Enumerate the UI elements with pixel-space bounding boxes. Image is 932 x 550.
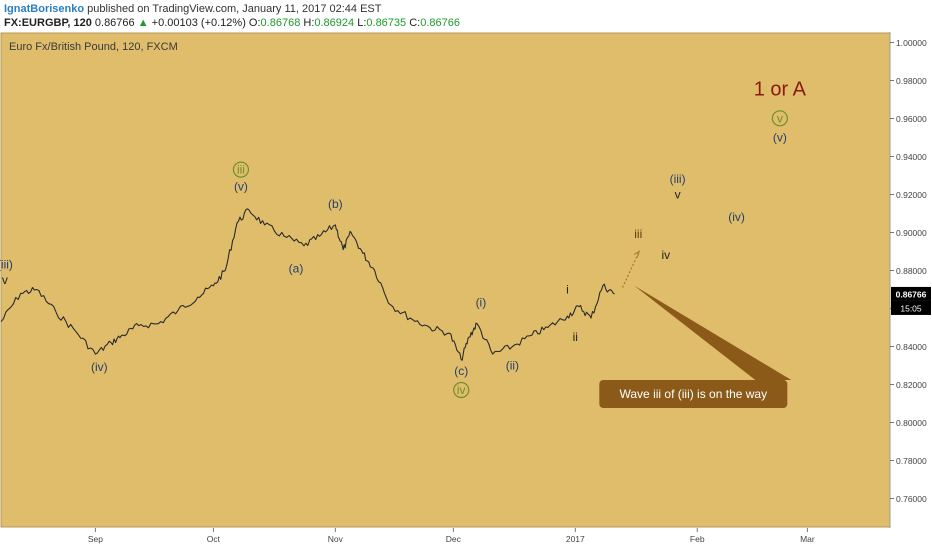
- price-chart[interactable]: Euro Fx/British Pound, 120, FXCM 1.00000…: [0, 32, 932, 550]
- y-tick-label: 0.76000: [896, 494, 927, 504]
- high-label: H:: [303, 17, 315, 29]
- time-axis[interactable]: [0, 528, 932, 550]
- wave-label: (a): [289, 261, 304, 275]
- wave-label-circle: [453, 381, 470, 399]
- x-tick-label: Dec: [446, 534, 462, 544]
- last-price: 0.86766: [94, 17, 135, 29]
- wave-label: (b): [328, 197, 343, 211]
- callout-pointer: [634, 285, 792, 380]
- wave-label: (iii): [0, 258, 13, 272]
- y-tick-label: 0.94000: [896, 152, 927, 162]
- high-value: 0.86924: [314, 17, 355, 29]
- price-series-line: [0, 208, 615, 361]
- y-tick-label: 0.80000: [896, 418, 927, 428]
- x-tick-label: Mar: [800, 534, 815, 544]
- price-axis[interactable]: [890, 32, 932, 528]
- wave-label: (iv): [91, 360, 108, 374]
- wave-label: (v): [773, 130, 787, 144]
- x-tick-label: Sep: [88, 534, 103, 544]
- wave-label: (c): [454, 364, 468, 378]
- open-value: 0.86768: [260, 17, 301, 29]
- y-tick-label: 0.90000: [896, 228, 927, 238]
- wave-label: (i): [476, 296, 487, 310]
- y-tick-label: 0.98000: [896, 76, 927, 86]
- y-tick-label: 0.96000: [896, 114, 927, 124]
- wave-label-circle: [771, 110, 788, 127]
- symbol-label[interactable]: FX:EURGBP, 120: [4, 17, 92, 29]
- wave-label: ii: [573, 330, 578, 344]
- callout-text: Wave iii of (iii) is on the way: [620, 387, 768, 401]
- plot-area[interactable]: [0, 32, 891, 528]
- last-price-text: 0.86766: [896, 289, 927, 299]
- countdown-badge: [891, 300, 931, 315]
- y-tick-label: 0.82000: [896, 380, 927, 390]
- wave-label: iv: [661, 248, 670, 262]
- wave-label: 1 or A: [754, 79, 807, 101]
- wave-label: iii: [634, 227, 642, 241]
- low-label: L:: [357, 17, 367, 29]
- y-tick-label: 0.92000: [896, 190, 927, 200]
- y-tick-label: 0.78000: [896, 456, 927, 466]
- published-text: published on TradingView.com, January 11…: [87, 3, 382, 15]
- wave-label: v: [675, 187, 681, 201]
- wave-label-circle: [232, 161, 250, 178]
- wave-label: (iv): [728, 210, 745, 224]
- wave-label: (ii): [506, 358, 519, 372]
- wave-label: v: [777, 111, 783, 125]
- projection-arrow-head: [633, 250, 641, 258]
- last-price-badge: [891, 286, 931, 301]
- x-tick-label: Feb: [690, 534, 705, 544]
- x-tick-label: Oct: [207, 534, 221, 544]
- x-tick-label: Nov: [328, 534, 344, 544]
- close-value: 0.86766: [420, 17, 460, 29]
- x-tick-label: 2017: [566, 534, 585, 544]
- wave-label: (iii): [670, 172, 686, 186]
- countdown-text: 15:05: [900, 303, 922, 313]
- wave-label: iii: [237, 163, 245, 177]
- author-link[interactable]: IgnatBorisenko: [4, 3, 85, 15]
- y-tick-label: 1.00000: [896, 38, 927, 48]
- y-tick-label: 0.84000: [896, 342, 927, 352]
- chart-title: Euro Fx/British Pound, 120, FXCM: [9, 41, 178, 53]
- open-label: O:: [248, 17, 261, 29]
- wave-label: iv: [457, 383, 466, 397]
- callout-box: [599, 380, 788, 408]
- price-change: +0.00103 (+0.12%): [151, 17, 246, 29]
- up-arrow-icon: ▲: [137, 17, 149, 29]
- wave-label: (v): [234, 180, 248, 194]
- publish-info: IgnatBorisenko published on TradingView.…: [4, 3, 381, 15]
- wave-label: i: [566, 282, 569, 296]
- quote-line: FX:EURGBP, 120 0.86766 ▲ +0.00103 (+0.12…: [4, 17, 460, 29]
- wave-label: v: [2, 273, 8, 287]
- close-label: C:: [409, 17, 421, 29]
- low-value: 0.86735: [366, 17, 407, 29]
- y-tick-label: 0.88000: [896, 266, 927, 276]
